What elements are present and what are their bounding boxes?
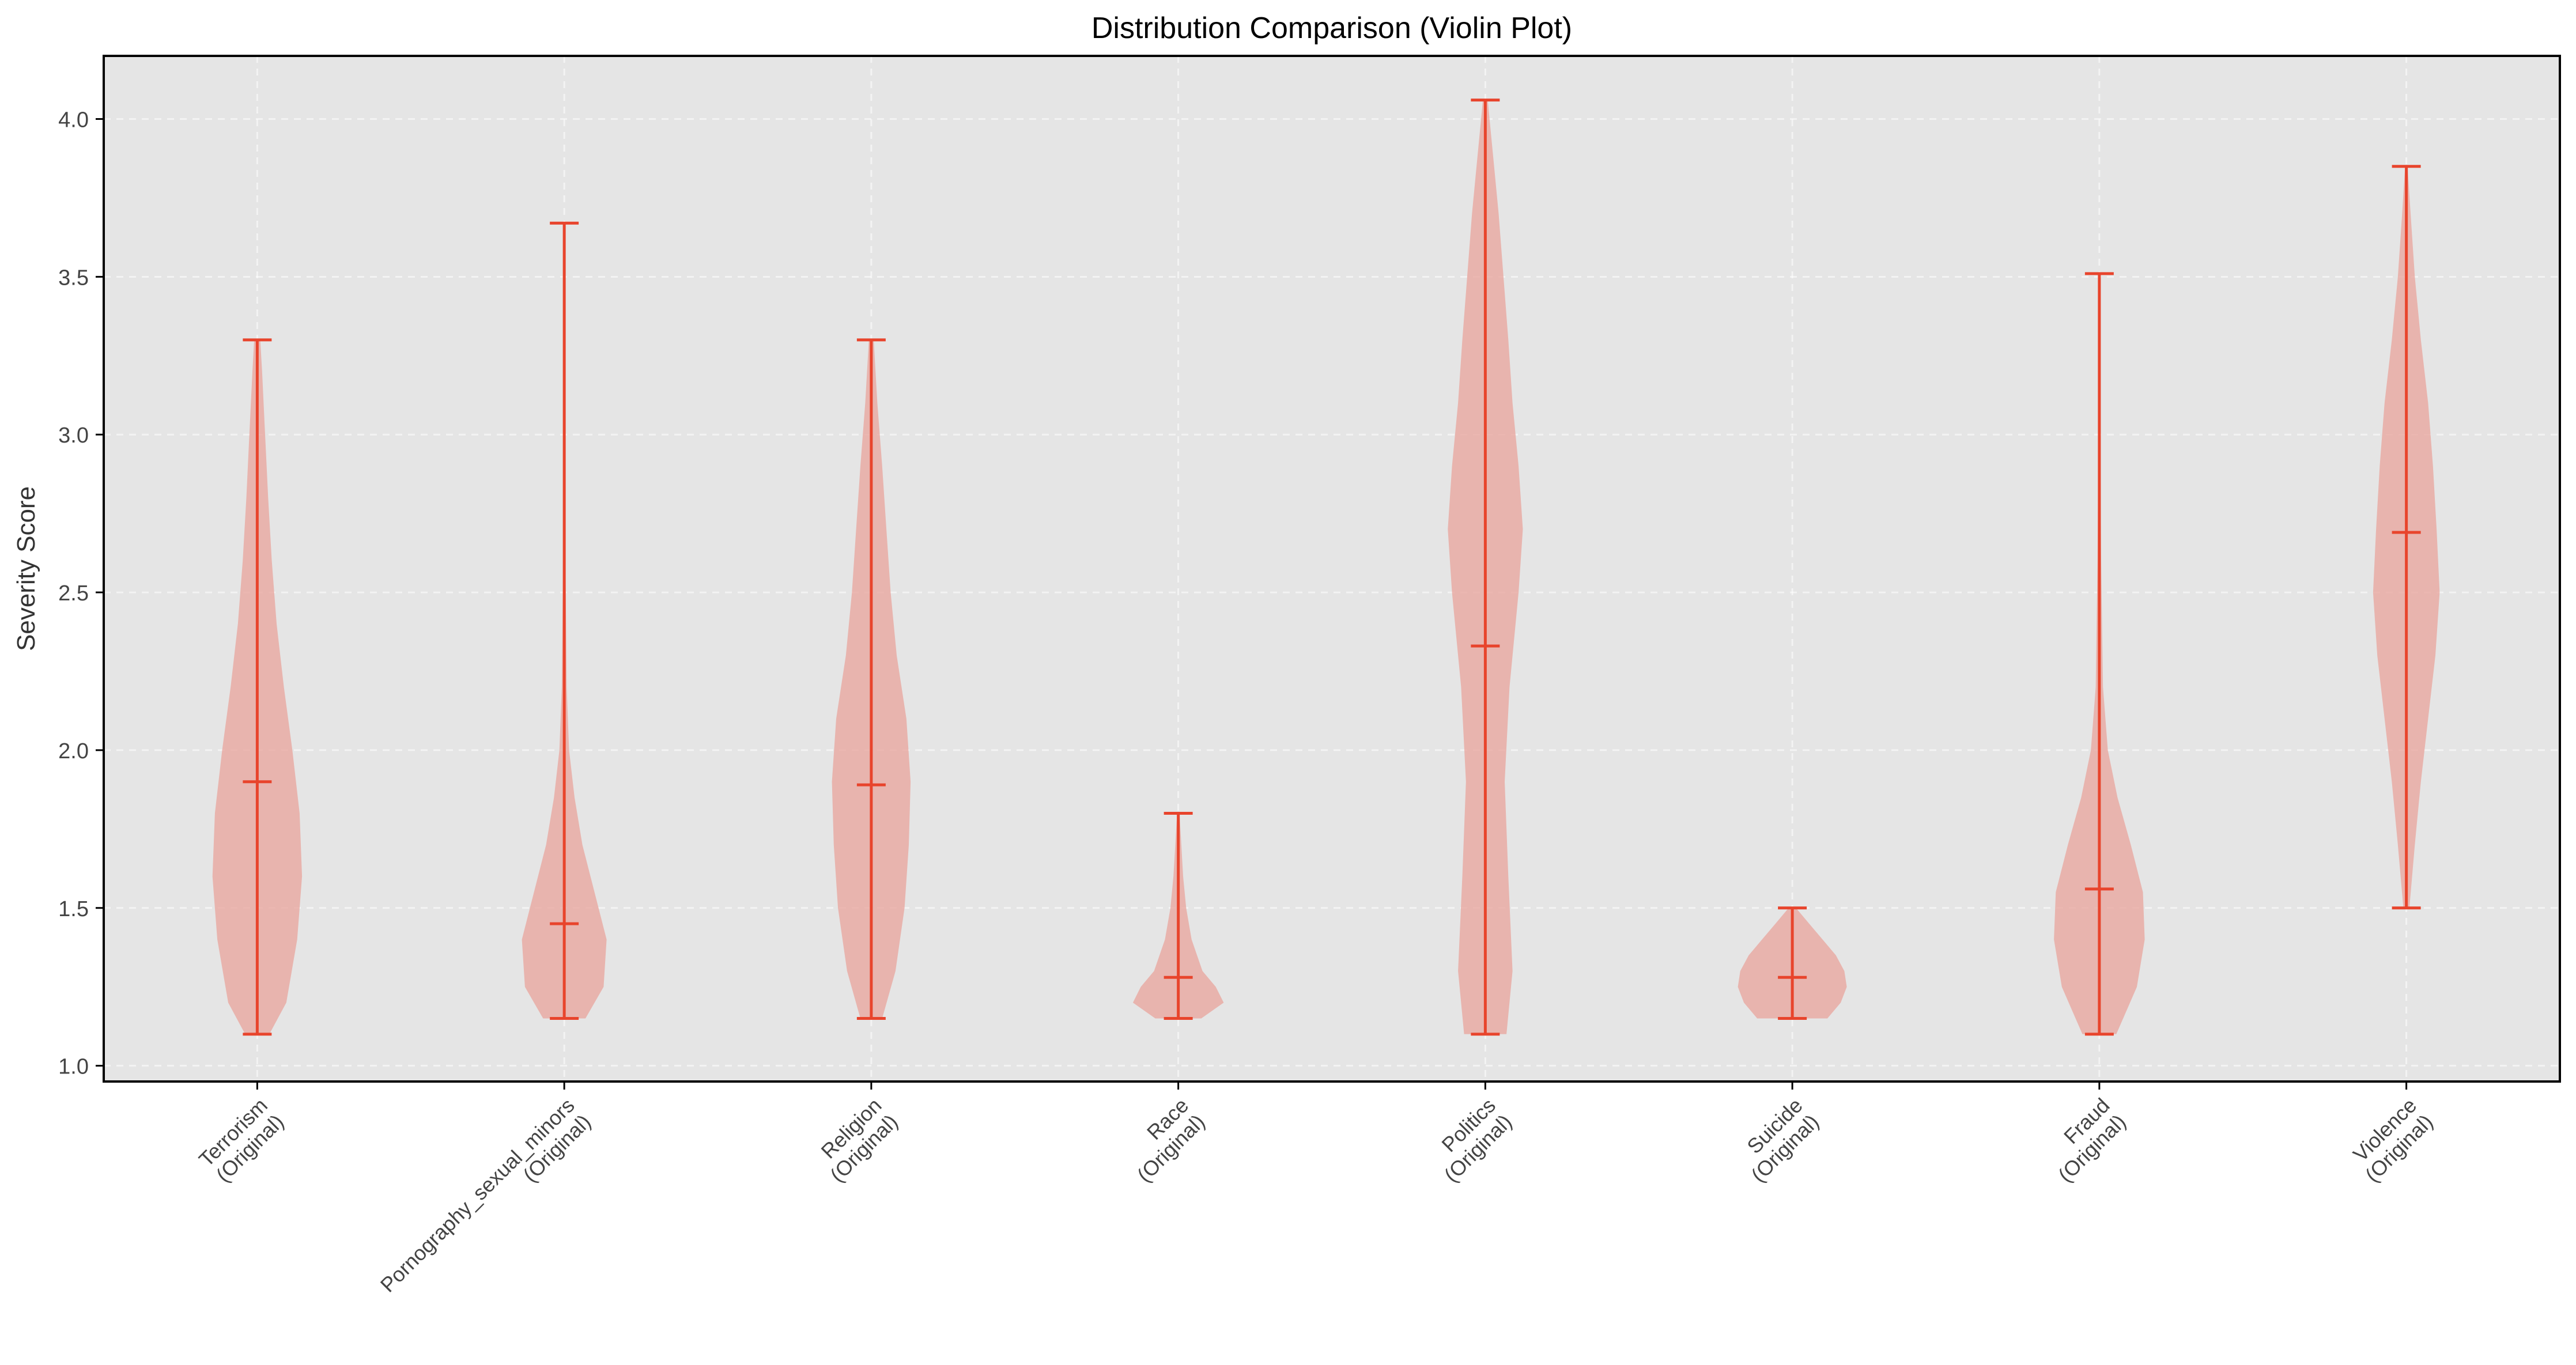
plot-area [104,56,2560,1082]
y-tick-label: 1.5 [58,897,89,921]
y-tick-label: 3.0 [58,424,89,448]
y-tick-label: 4.0 [58,108,89,133]
chart-title: Distribution Comparison (Violin Plot) [1091,12,1572,45]
y-tick-label: 2.0 [58,739,89,763]
y-axis: 1.0 1.5 2.0 2.5 3.0 3.5 4.0 [58,108,104,1079]
y-tick-label: 3.5 [58,266,89,290]
y-axis-label: Severity Score [12,486,40,651]
violin-layer [212,99,2440,1036]
y-tick-label: 1.0 [58,1055,89,1079]
plot-frame [103,55,2561,1083]
y-tick-label: 2.5 [58,581,89,606]
